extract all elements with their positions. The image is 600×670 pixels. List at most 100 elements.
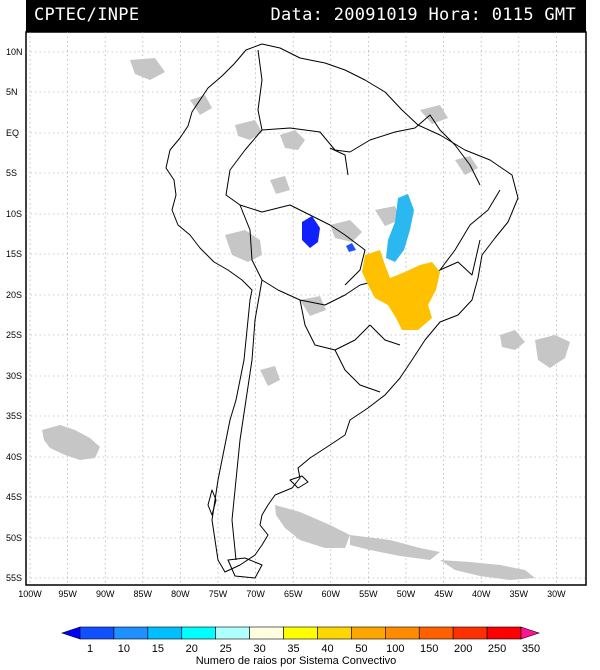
lon-label: 80W — [171, 589, 190, 599]
colorbar-tick: 150 — [420, 643, 438, 655]
convective-systems — [302, 194, 440, 330]
lightning-cell-sky — [386, 194, 414, 262]
colorbar-segment — [215, 626, 250, 640]
country-border — [344, 234, 366, 286]
colorbar-segment — [79, 626, 115, 640]
lat-label: 50S — [6, 533, 22, 543]
country-border — [414, 114, 456, 146]
colorbar-tick-labels: 1 10 15 20 25 30 35 40 50 100 150 200 250 350 — [87, 643, 540, 655]
colorbar-segment — [486, 626, 522, 640]
country-border — [439, 189, 501, 271]
colorbar-segment — [181, 626, 216, 640]
agency-label: CPTEC/INPE — [34, 5, 140, 25]
country-border — [334, 349, 381, 393]
lat-label: 5S — [6, 168, 17, 178]
country-border — [454, 144, 481, 186]
lat-label: 45S — [6, 492, 22, 502]
lon-label: 50W — [397, 589, 416, 599]
cloud-patch — [440, 560, 535, 580]
colorbar-segment — [283, 626, 318, 640]
colorbar-segment — [452, 626, 488, 640]
lat-label: EQ — [6, 128, 19, 138]
lat-label: 25S — [6, 330, 22, 340]
cloud-patch — [350, 535, 440, 560]
lon-label: 55W — [359, 589, 378, 599]
lightning-cell-orange — [362, 250, 440, 330]
south-america-coastline — [165, 43, 519, 573]
longitude-labels: 100W 95W 90W 85W 80W 75W 70W 65W 60W 55W 50W 45W 40W… — [18, 589, 566, 599]
country-border — [231, 279, 263, 561]
lon-label: 40W — [472, 589, 491, 599]
colorbar-tick: 30 — [253, 643, 265, 655]
cloud-cover — [42, 58, 570, 580]
cloud-patch — [225, 230, 262, 262]
chiloe-islands — [207, 489, 217, 516]
falklands — [289, 475, 309, 489]
lon-label: 100W — [18, 589, 42, 599]
colorbar-tick: 50 — [355, 643, 367, 655]
lat-label: 15S — [6, 249, 22, 259]
colorbar-arrow-right — [520, 626, 540, 640]
lon-label: 95W — [58, 589, 77, 599]
lat-label: 5N — [6, 87, 18, 97]
country-border — [277, 284, 361, 306]
country-border — [299, 299, 371, 351]
country-border — [239, 204, 279, 291]
cloud-patch — [42, 425, 100, 460]
colorbar-segment — [317, 626, 352, 640]
cloud-patch — [270, 176, 290, 194]
map-header: CPTEC/INPE Data: 20091019 Hora: 0115 GMT — [26, 0, 586, 32]
tierra-del-fuego — [227, 557, 263, 579]
date-time-label: Data: 20091019 Hora: 0115 GMT — [270, 5, 576, 25]
lon-label: 85W — [134, 589, 153, 599]
lightning-cell-blue — [302, 216, 320, 248]
cloud-patch — [130, 58, 165, 80]
colorbar-segment — [147, 626, 183, 640]
country-border — [239, 204, 346, 236]
country-border — [261, 127, 351, 153]
colorbar-tick: 25 — [220, 643, 232, 655]
colorbar-tick: 20 — [186, 643, 198, 655]
lon-label: 75W — [209, 589, 228, 599]
colorbar-tick: 1 — [87, 643, 93, 655]
colorbar-segment — [113, 626, 149, 640]
latitude-labels: 10N 5N EQ 5S 10S 15S 20S 25S 30S 35S 40S 45S 50S 55S — [6, 47, 23, 583]
colorbar-tick: 350 — [522, 643, 540, 655]
lon-label: 90W — [96, 589, 115, 599]
lightning-cell-blue — [346, 243, 356, 252]
country-border — [257, 49, 263, 131]
country-border — [369, 324, 401, 346]
lon-label: 65W — [284, 589, 303, 599]
colorbar-title: Numero de raios por Sistema Convectivo — [196, 655, 397, 667]
colorbar-tick: 15 — [152, 643, 164, 655]
colorbar-segment — [418, 626, 454, 640]
cloud-patch — [260, 366, 280, 386]
colorbar-tick: 40 — [321, 643, 333, 655]
lon-label: 70W — [246, 589, 265, 599]
lon-label: 30W — [547, 589, 566, 599]
colorbar-tick: 200 — [454, 643, 472, 655]
lat-label: 30S — [6, 371, 22, 381]
colorbar-tick: 10 — [118, 643, 130, 655]
lat-label: 35S — [6, 411, 22, 421]
lon-label: 45W — [434, 589, 453, 599]
cloud-patch — [275, 505, 350, 548]
lat-label: 20S — [6, 290, 22, 300]
lon-label: 35W — [510, 589, 529, 599]
cloud-patch — [280, 130, 305, 150]
lat-label: 55S — [6, 573, 22, 583]
colorbar-tick: 35 — [287, 643, 299, 655]
cloud-patch — [500, 330, 525, 350]
lat-label: 10S — [6, 209, 22, 219]
lon-label: 60W — [322, 589, 341, 599]
lat-label: 10N — [6, 47, 23, 57]
colorbar-segment — [385, 626, 420, 640]
colorbar-segment — [249, 626, 284, 640]
cloud-patch — [375, 206, 400, 226]
country-border — [225, 129, 263, 206]
cloud-patch — [330, 220, 362, 242]
country-border — [349, 127, 416, 153]
colorbar-arrow-left — [61, 626, 81, 640]
